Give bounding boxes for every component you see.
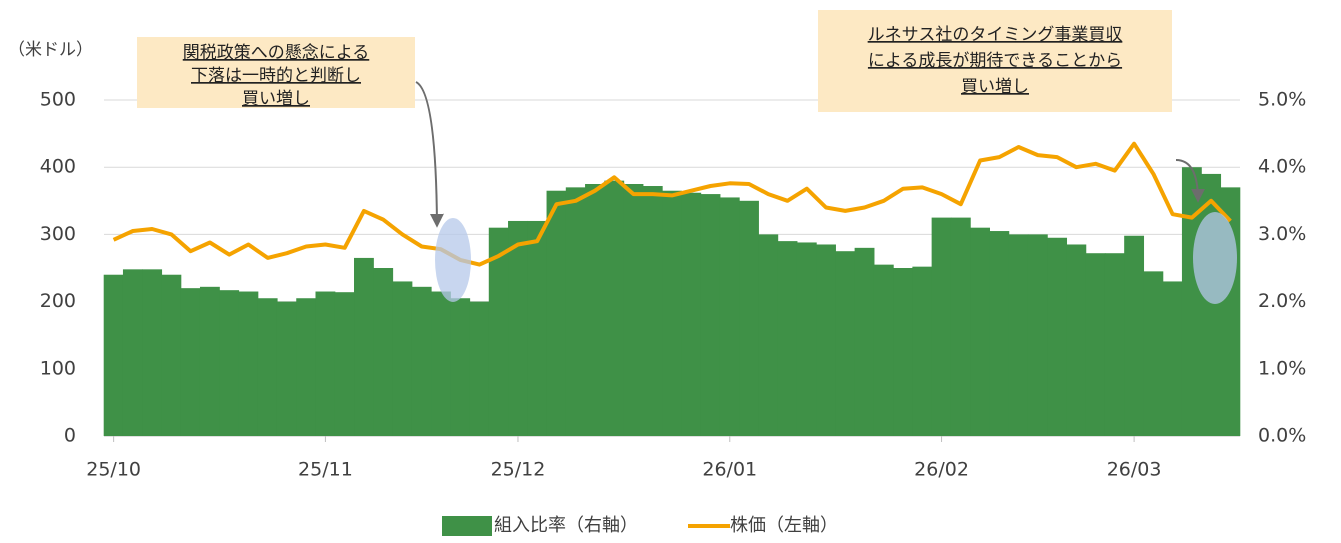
bar bbox=[623, 184, 644, 436]
x-tick-label: 25/12 bbox=[491, 459, 546, 481]
bar bbox=[1143, 271, 1164, 436]
y2-tick-label: 1.0% bbox=[1258, 357, 1306, 379]
bar bbox=[719, 197, 740, 436]
bar bbox=[431, 291, 451, 436]
bar bbox=[931, 217, 952, 436]
bar bbox=[315, 291, 336, 436]
bar bbox=[450, 298, 471, 436]
line-layer bbox=[112, 141, 1232, 267]
bar bbox=[508, 220, 528, 436]
bar bbox=[238, 291, 259, 436]
bar bbox=[1008, 234, 1029, 436]
bar bbox=[392, 281, 413, 436]
annotation-text: による成長が期待できることから bbox=[868, 51, 1122, 71]
legend: 組入比率（右軸） 株価（左軸） bbox=[442, 515, 838, 536]
bar bbox=[1027, 234, 1048, 436]
annotation-text: ルネサス社のタイミング事業買収 bbox=[868, 25, 1123, 45]
bar bbox=[854, 247, 875, 436]
y2-tick-label: 3.0% bbox=[1258, 223, 1306, 245]
y-tick-label: 0 bbox=[64, 425, 76, 447]
bar bbox=[873, 264, 894, 436]
y-unit-label: （米ドル） bbox=[8, 40, 93, 60]
legend-label: 組入比率（右軸） bbox=[494, 515, 638, 536]
bar bbox=[488, 227, 509, 436]
bar bbox=[662, 190, 682, 436]
bar bbox=[373, 268, 394, 436]
bar bbox=[1104, 253, 1125, 436]
annotation-box bbox=[137, 37, 415, 108]
bar bbox=[1047, 237, 1068, 436]
bar bbox=[681, 192, 702, 436]
bar bbox=[469, 301, 490, 436]
annotation-text: 買い増し bbox=[961, 77, 1029, 97]
bar bbox=[334, 292, 355, 436]
bar bbox=[642, 186, 663, 436]
bar bbox=[912, 266, 933, 436]
bar bbox=[219, 290, 240, 436]
bar bbox=[122, 269, 143, 436]
bar bbox=[758, 234, 779, 436]
highlight bbox=[1193, 212, 1237, 304]
bar bbox=[527, 220, 548, 436]
bar bbox=[276, 301, 297, 436]
bar bbox=[835, 251, 856, 436]
bar bbox=[796, 242, 817, 436]
bar bbox=[893, 268, 913, 436]
legend-label: 株価（左軸） bbox=[730, 515, 838, 536]
bar bbox=[411, 286, 432, 436]
bar bbox=[142, 269, 163, 436]
annotation-arrow bbox=[415, 81, 444, 228]
bar bbox=[565, 187, 586, 436]
bar bbox=[816, 244, 836, 436]
y2-tick-label: 0.0% bbox=[1258, 425, 1306, 447]
bar bbox=[1124, 235, 1145, 436]
annotation-text: 下落は一時的と判断し bbox=[191, 66, 361, 86]
bar bbox=[1085, 253, 1106, 436]
bar bbox=[546, 190, 567, 436]
legend-swatch bbox=[442, 516, 492, 536]
annotation-text: 関税政策への懸念による bbox=[183, 42, 370, 63]
x-tick-label: 25/11 bbox=[298, 459, 353, 481]
annotation-text: 買い増し bbox=[242, 89, 310, 109]
y-tick-label: 300 bbox=[40, 223, 76, 245]
x-tick-label: 26/01 bbox=[702, 459, 757, 481]
bar bbox=[777, 241, 798, 436]
bar bbox=[354, 257, 374, 436]
x-tick-label: 26/02 bbox=[914, 459, 969, 481]
price-line bbox=[112, 141, 1232, 267]
bars bbox=[103, 167, 1241, 437]
y-tick-label: 200 bbox=[40, 290, 76, 312]
bar bbox=[739, 200, 759, 436]
bar bbox=[161, 274, 182, 436]
bar bbox=[257, 298, 278, 436]
x-tick-label: 26/03 bbox=[1107, 459, 1162, 481]
bar bbox=[700, 194, 721, 436]
y2-tick-label: 5.0% bbox=[1258, 89, 1306, 111]
bar bbox=[989, 231, 1010, 436]
highlight bbox=[435, 218, 471, 302]
annotation-arrow bbox=[1175, 159, 1205, 203]
annotation-box bbox=[818, 10, 1172, 112]
bar bbox=[296, 298, 317, 436]
y-tick-label: 400 bbox=[40, 156, 76, 178]
bar bbox=[103, 274, 124, 436]
y-tick-label: 100 bbox=[40, 357, 76, 379]
x-tick-label: 25/10 bbox=[86, 459, 141, 481]
bar bbox=[1162, 281, 1183, 436]
bar bbox=[199, 286, 220, 436]
y-tick-label: 500 bbox=[40, 89, 76, 111]
bar bbox=[585, 184, 605, 436]
bar bbox=[1066, 244, 1087, 436]
bar bbox=[180, 288, 201, 436]
y2-tick-label: 2.0% bbox=[1258, 290, 1306, 312]
bar bbox=[950, 217, 971, 436]
bar bbox=[1181, 167, 1202, 436]
y2-tick-label: 4.0% bbox=[1258, 156, 1306, 178]
bar bbox=[604, 180, 625, 436]
bar bbox=[970, 227, 990, 436]
